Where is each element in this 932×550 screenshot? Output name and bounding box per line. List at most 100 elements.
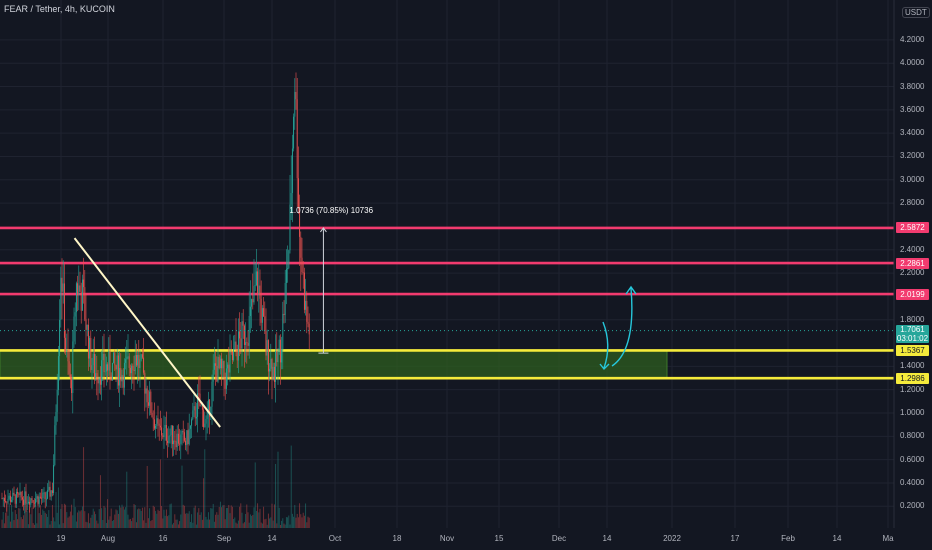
volume-bar <box>44 512 46 528</box>
support-zone[interactable] <box>0 349 668 379</box>
candle-body <box>111 362 113 381</box>
candle-body <box>75 283 77 313</box>
volume-bar <box>181 465 183 528</box>
candle-body <box>293 116 295 149</box>
candle-body <box>249 306 251 317</box>
candle-body <box>14 494 16 504</box>
candle-body <box>174 440 176 442</box>
volume-bar <box>296 513 298 528</box>
down-arrow <box>602 321 609 369</box>
volume-bar <box>50 520 52 528</box>
volume-bar <box>242 523 244 528</box>
volume-bar <box>179 521 181 528</box>
candle-body <box>27 501 29 503</box>
projection-arrows[interactable] <box>599 285 637 371</box>
candle-body <box>248 316 250 346</box>
volume-bar <box>2 512 4 528</box>
volume-bar <box>35 504 37 528</box>
volume-bar <box>185 513 187 528</box>
volume-bar <box>257 503 259 528</box>
candle-body <box>59 320 61 357</box>
volume-bar <box>158 510 160 528</box>
candle-body <box>150 391 152 413</box>
trendline[interactable] <box>73 237 221 428</box>
volume-bar <box>163 509 165 528</box>
candle-body <box>102 353 104 361</box>
candle-body <box>234 341 236 350</box>
volume-bar <box>288 515 290 528</box>
volume-bar <box>205 516 207 528</box>
volume-bar <box>272 520 274 528</box>
candle-body <box>260 298 262 323</box>
measure-tool[interactable] <box>318 227 329 354</box>
candle-body <box>270 359 272 369</box>
volume-bar <box>56 512 58 528</box>
candle-body <box>306 300 308 322</box>
candle-body <box>5 501 7 502</box>
volume-bar <box>55 492 57 528</box>
volume-bar <box>78 510 80 528</box>
volume-bar <box>167 516 169 528</box>
candle-body <box>283 313 285 316</box>
volume-bar <box>60 508 62 528</box>
volume-bar <box>269 518 271 528</box>
candle-body <box>141 354 143 358</box>
candle-body <box>269 368 271 372</box>
price-tick-label: 2.4000 <box>900 244 925 254</box>
candle-body <box>235 341 237 350</box>
candle-body <box>201 405 203 410</box>
volume-bar <box>125 507 127 528</box>
volume-bar <box>65 504 67 528</box>
time-tick-label: Ma <box>882 534 894 543</box>
volume-bar <box>302 512 304 528</box>
level-price-tag: 1.5367 <box>896 344 929 356</box>
candle-body <box>143 357 145 373</box>
volume-bar <box>218 506 220 528</box>
volume-bar <box>251 515 253 528</box>
candle-body <box>164 425 166 428</box>
volume-bar <box>235 522 237 528</box>
volume-bar <box>219 501 221 528</box>
measure-arrowhead <box>320 227 327 233</box>
volume-bar <box>216 512 218 528</box>
candle-body <box>272 366 274 380</box>
volume-bar <box>63 503 65 528</box>
candle-body <box>233 349 235 361</box>
price-tick-label: 1.2000 <box>900 384 925 394</box>
candle-body <box>207 399 209 411</box>
volume-bar <box>138 508 140 528</box>
volume-bar <box>69 511 71 528</box>
volume-bar <box>89 523 91 528</box>
volume-bar <box>293 516 295 528</box>
volume-bar <box>149 508 151 528</box>
price-tick-label: 1.4000 <box>900 361 925 371</box>
volume-bar <box>48 510 50 528</box>
candle-body <box>204 423 206 428</box>
candle-body <box>84 287 86 320</box>
candle-body <box>49 486 51 497</box>
volume-bar <box>213 521 215 528</box>
currency-badge[interactable]: USDT <box>902 7 930 18</box>
candle-body <box>74 312 76 317</box>
candle-body <box>149 391 151 406</box>
horizontal-levels[interactable] <box>0 226 894 380</box>
candle-body <box>169 435 171 437</box>
volume-bar <box>199 514 201 528</box>
candle-body <box>209 399 211 417</box>
candle-body <box>259 285 261 299</box>
candle-body <box>281 349 283 363</box>
candle-body <box>168 436 170 444</box>
volume-bar <box>121 504 123 528</box>
volume-bar <box>83 447 85 528</box>
level-price-tag: 2.5872 <box>896 222 929 234</box>
candle-body <box>145 388 147 394</box>
candle-body <box>297 178 299 209</box>
measure-label: 1.0736 (70.85%) 10736 <box>289 205 374 215</box>
candle-body <box>287 268 289 270</box>
candle-body <box>288 250 290 269</box>
candle-body <box>60 277 62 321</box>
volume-bar <box>25 497 27 528</box>
candle-body <box>35 498 37 504</box>
candle-body <box>197 393 199 417</box>
